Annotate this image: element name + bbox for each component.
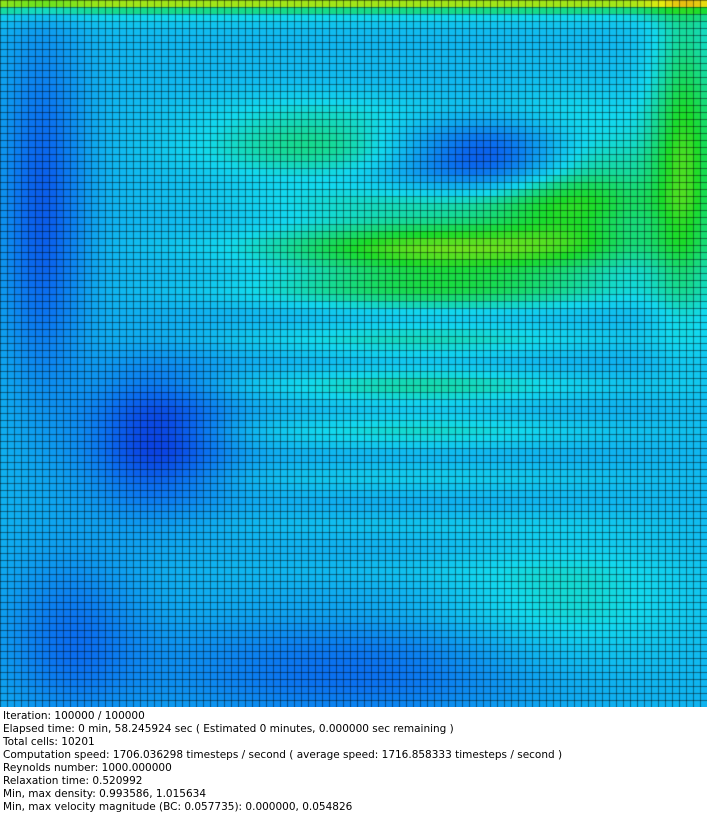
velocity-field-canvas bbox=[0, 0, 707, 707]
total-cells-text: Total cells: 10201 bbox=[3, 736, 95, 748]
relaxation-time-text: Relaxation time: 0.520992 bbox=[3, 775, 143, 787]
computation-speed-text: Computation speed: 1706.036298 timesteps… bbox=[3, 749, 563, 761]
density-range-text: Min, max density: 0.993586, 1.015634 bbox=[3, 788, 207, 800]
reynolds-number-text: Reynolds number: 1000.000000 bbox=[3, 762, 172, 774]
elapsed-time-text: Elapsed time: 0 min, 58.245924 sec ( Est… bbox=[3, 723, 454, 735]
simulation-stats-panel: Iteration: 100000 / 100000 Elapsed time:… bbox=[0, 710, 707, 814]
velocity-range-text: Min, max velocity magnitude (BC: 0.05773… bbox=[3, 801, 353, 813]
iteration-text: Iteration: 100000 / 100000 bbox=[3, 710, 145, 722]
